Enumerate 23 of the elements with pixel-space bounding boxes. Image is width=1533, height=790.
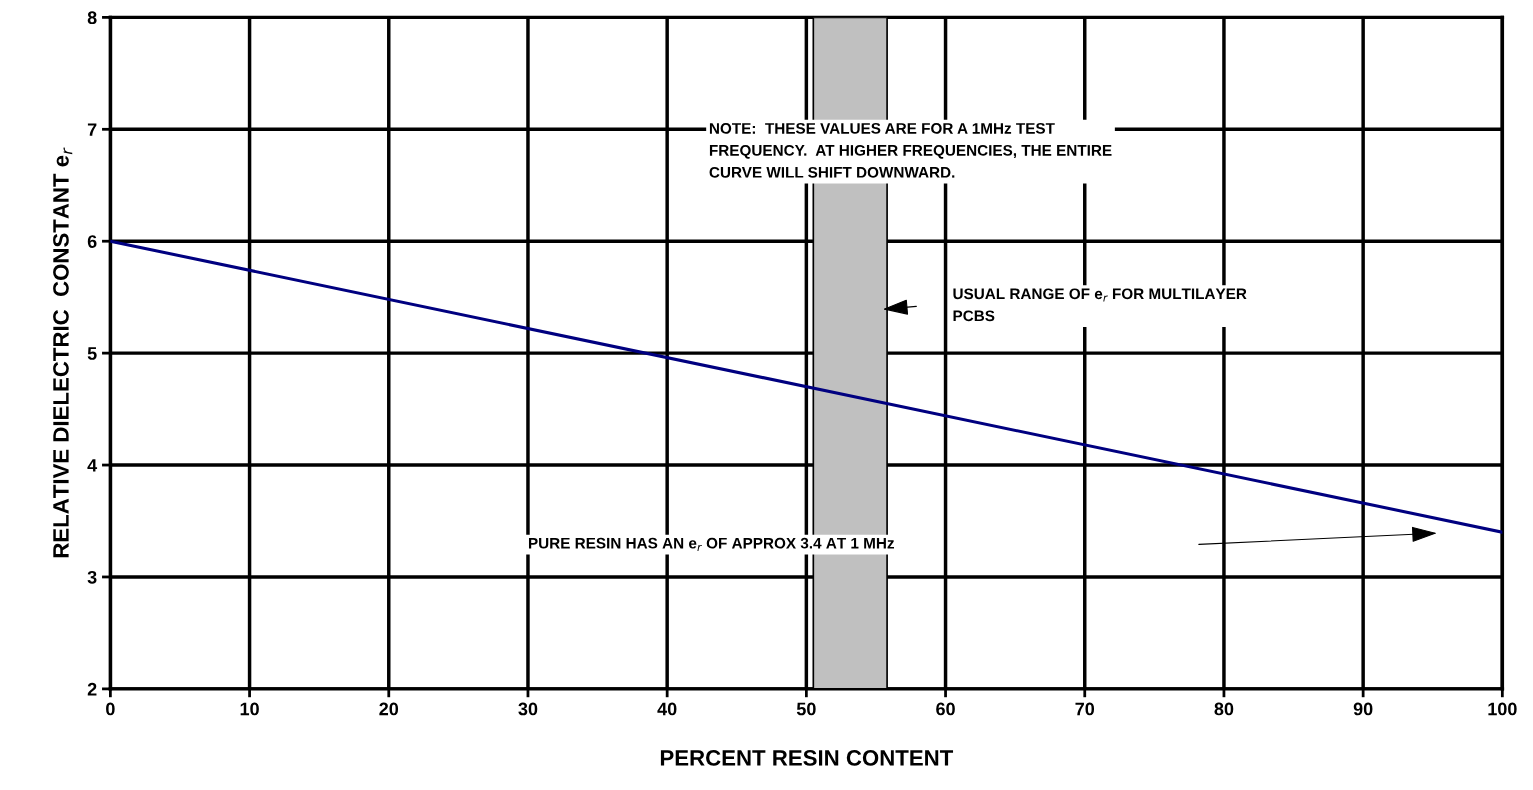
- y-tick-label: 4: [87, 459, 98, 472]
- x-tick-label: 60: [936, 702, 955, 716]
- x-tick-label: 0: [106, 702, 115, 716]
- x-tick-label: 70: [1075, 702, 1095, 716]
- x-tick-label: 40: [657, 702, 677, 716]
- annotation: PURE RESIN HAS AN e$_{r}$ OF APPROX 3.4 AT 1 MHz: [528, 537, 895, 551]
- x-tick-label: 30: [518, 702, 538, 716]
- y-tick-label: 2: [87, 682, 97, 696]
- y-axis-title: RELATIVE DIELECTRIC CONSTANT e$_{r}$: [53, 147, 73, 558]
- x-tick-label: 10: [240, 702, 259, 716]
- y-tick-label: 3: [87, 570, 97, 584]
- x-tick-label: 50: [796, 702, 816, 716]
- y-tick-label: 5: [87, 347, 97, 360]
- x-axis-title: PERCENT RESIN CONTENT: [660, 750, 954, 766]
- y-tick-label: 7: [87, 123, 97, 136]
- x-tick-label: 80: [1214, 702, 1234, 716]
- x-tick-label: 20: [379, 702, 399, 716]
- annotation: NOTE: THESE VALUES ARE FOR A 1MHz TEST FREQUENCY. AT HIGHER FREQUENCIES, THE ENTIRE CURVE WILL SHIFT DOWNWARD.: [709, 122, 1112, 178]
- y-tick-label: 8: [87, 11, 97, 25]
- y-tick-label: 6: [87, 235, 97, 248]
- x-tick-label: 100: [1488, 702, 1517, 716]
- text: USUAL RANGE OF e$_{r}$ FOR MULTILAYER PCBS: [953, 288, 1247, 322]
- x-tick-label: 90: [1353, 702, 1373, 716]
